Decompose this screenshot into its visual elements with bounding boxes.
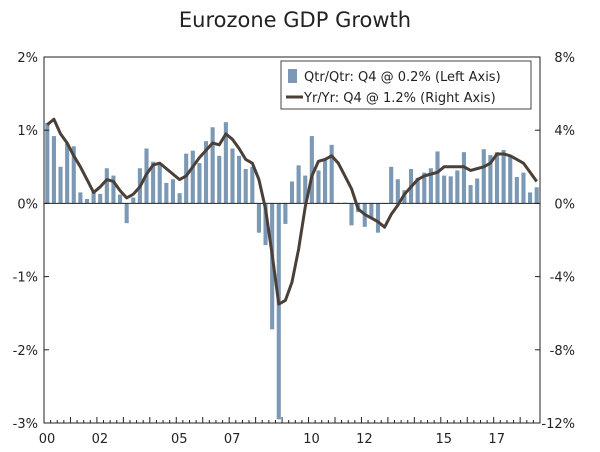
bar bbox=[237, 155, 242, 204]
bar bbox=[230, 148, 235, 204]
bar bbox=[243, 168, 248, 204]
bar bbox=[197, 163, 202, 204]
bar bbox=[521, 172, 526, 204]
left-tick-label: -2% bbox=[13, 344, 38, 359]
bar bbox=[104, 168, 109, 204]
left-tick-label: -1% bbox=[13, 271, 38, 286]
bar bbox=[375, 203, 381, 233]
bar bbox=[389, 166, 394, 204]
bar bbox=[203, 141, 209, 204]
x-tick-label: 10 bbox=[303, 432, 320, 447]
legend-box bbox=[280, 60, 532, 110]
right-tick-label: -12% bbox=[541, 417, 575, 432]
x-axis: 00 02 05 07 10 12 15 17 bbox=[39, 417, 541, 447]
bar bbox=[184, 153, 189, 204]
bar bbox=[461, 152, 466, 204]
bar bbox=[289, 181, 295, 204]
right-tick-label: 8% bbox=[554, 51, 575, 66]
bar bbox=[283, 203, 288, 224]
x-tick-label: 12 bbox=[356, 432, 373, 447]
bar bbox=[316, 170, 321, 204]
bar bbox=[223, 122, 228, 204]
bar bbox=[111, 175, 116, 204]
bar bbox=[349, 203, 354, 226]
left-tick-label: 1% bbox=[17, 124, 38, 139]
bar bbox=[210, 127, 215, 204]
bar bbox=[455, 170, 460, 204]
bar bbox=[164, 182, 169, 204]
bar bbox=[468, 185, 473, 204]
bar bbox=[448, 176, 453, 204]
bar bbox=[157, 163, 162, 204]
bar bbox=[276, 203, 281, 420]
bar bbox=[270, 203, 275, 330]
bar bbox=[475, 178, 480, 204]
left-tick-label: -3% bbox=[13, 417, 38, 432]
bar bbox=[170, 179, 176, 204]
bar bbox=[481, 149, 486, 204]
plot-frame bbox=[43, 56, 541, 424]
x-tick-label: 15 bbox=[436, 432, 453, 447]
bar bbox=[514, 177, 519, 204]
bar bbox=[190, 150, 195, 204]
x-tick-label: 02 bbox=[92, 432, 109, 447]
bar bbox=[84, 199, 90, 204]
x-tick-label: 17 bbox=[488, 432, 505, 447]
bar bbox=[131, 197, 136, 204]
bar bbox=[435, 151, 440, 204]
plot-area bbox=[43, 56, 541, 424]
bar bbox=[303, 175, 308, 204]
bar bbox=[65, 143, 70, 204]
bar bbox=[151, 161, 156, 204]
right-tick-label: 0% bbox=[554, 197, 575, 212]
left-axis: 2% 1% 0% -1% -2% -3% bbox=[13, 51, 49, 432]
bar bbox=[91, 190, 96, 204]
right-tick-label: -4% bbox=[550, 271, 575, 286]
bar bbox=[395, 179, 400, 204]
right-tick-label: 4% bbox=[554, 124, 575, 139]
bar bbox=[534, 187, 539, 204]
right-tick-label: -8% bbox=[550, 344, 575, 359]
bar bbox=[250, 166, 255, 204]
x-tick-label: 05 bbox=[171, 432, 188, 447]
bar bbox=[428, 168, 433, 204]
bar bbox=[78, 192, 83, 204]
x-tick-label: 07 bbox=[224, 432, 241, 447]
bar bbox=[263, 203, 268, 246]
bar bbox=[501, 149, 506, 204]
left-tick-label: 2% bbox=[17, 51, 38, 66]
bar bbox=[369, 203, 374, 219]
bar bbox=[51, 136, 56, 204]
bar bbox=[177, 193, 182, 204]
right-axis: 8% 4% 0% -4% -8% -12% bbox=[535, 51, 575, 432]
bar bbox=[58, 166, 63, 204]
bar bbox=[415, 177, 420, 204]
bar bbox=[217, 155, 222, 204]
bar bbox=[45, 122, 50, 204]
bar bbox=[329, 144, 334, 204]
bar bbox=[296, 165, 301, 204]
bar bbox=[528, 192, 533, 204]
bar bbox=[309, 136, 314, 204]
bar bbox=[422, 172, 427, 204]
bar bbox=[118, 194, 123, 204]
bar bbox=[323, 159, 328, 204]
bar bbox=[98, 193, 103, 204]
legend-bar-label: Qtr/Qtr: Q4 @ 0.2% (Left Axis) bbox=[304, 70, 501, 85]
bar bbox=[256, 203, 261, 233]
bar bbox=[494, 152, 500, 204]
bar bbox=[442, 175, 447, 204]
chart-title: Eurozone GDP Growth bbox=[179, 8, 411, 32]
legend-bar-swatch bbox=[288, 69, 297, 83]
bar bbox=[508, 155, 513, 204]
legend-line-label: Yr/Yr: Q4 @ 1.2% (Right Axis) bbox=[303, 91, 496, 106]
bar bbox=[71, 146, 76, 204]
left-tick-label: 0% bbox=[17, 197, 38, 212]
x-tick-label: 00 bbox=[39, 432, 56, 447]
legend: Qtr/Qtr: Q4 @ 0.2% (Left Axis) Yr/Yr: Q4… bbox=[280, 60, 532, 110]
line-series bbox=[46, 117, 538, 306]
bar bbox=[124, 203, 129, 224]
bar bbox=[488, 155, 493, 204]
